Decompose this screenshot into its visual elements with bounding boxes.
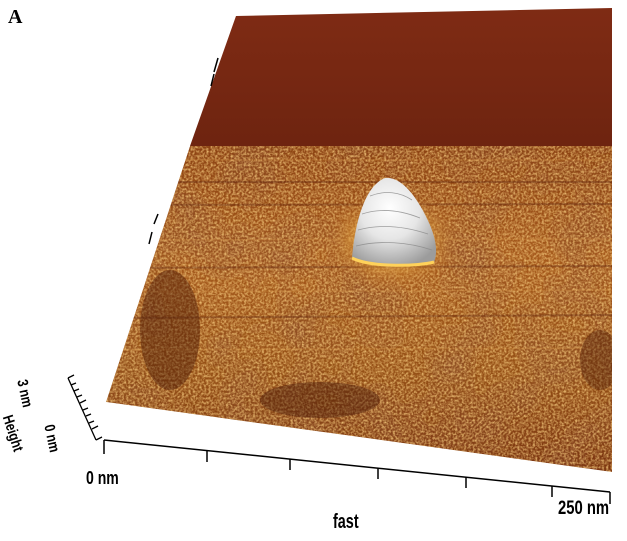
x-axis-start-label: 0 nm — [86, 468, 119, 488]
x-axis — [103, 439, 611, 504]
upper-plane — [190, 8, 612, 146]
textured-surface — [106, 146, 612, 472]
panel-label: A — [8, 6, 23, 28]
x-axis-title: fast — [333, 511, 359, 533]
side-edge-marks — [148, 57, 219, 245]
surface-peak — [351, 177, 437, 267]
z-axis — [67, 374, 103, 441]
x-axis-end-label: 250 nm — [558, 498, 610, 519]
